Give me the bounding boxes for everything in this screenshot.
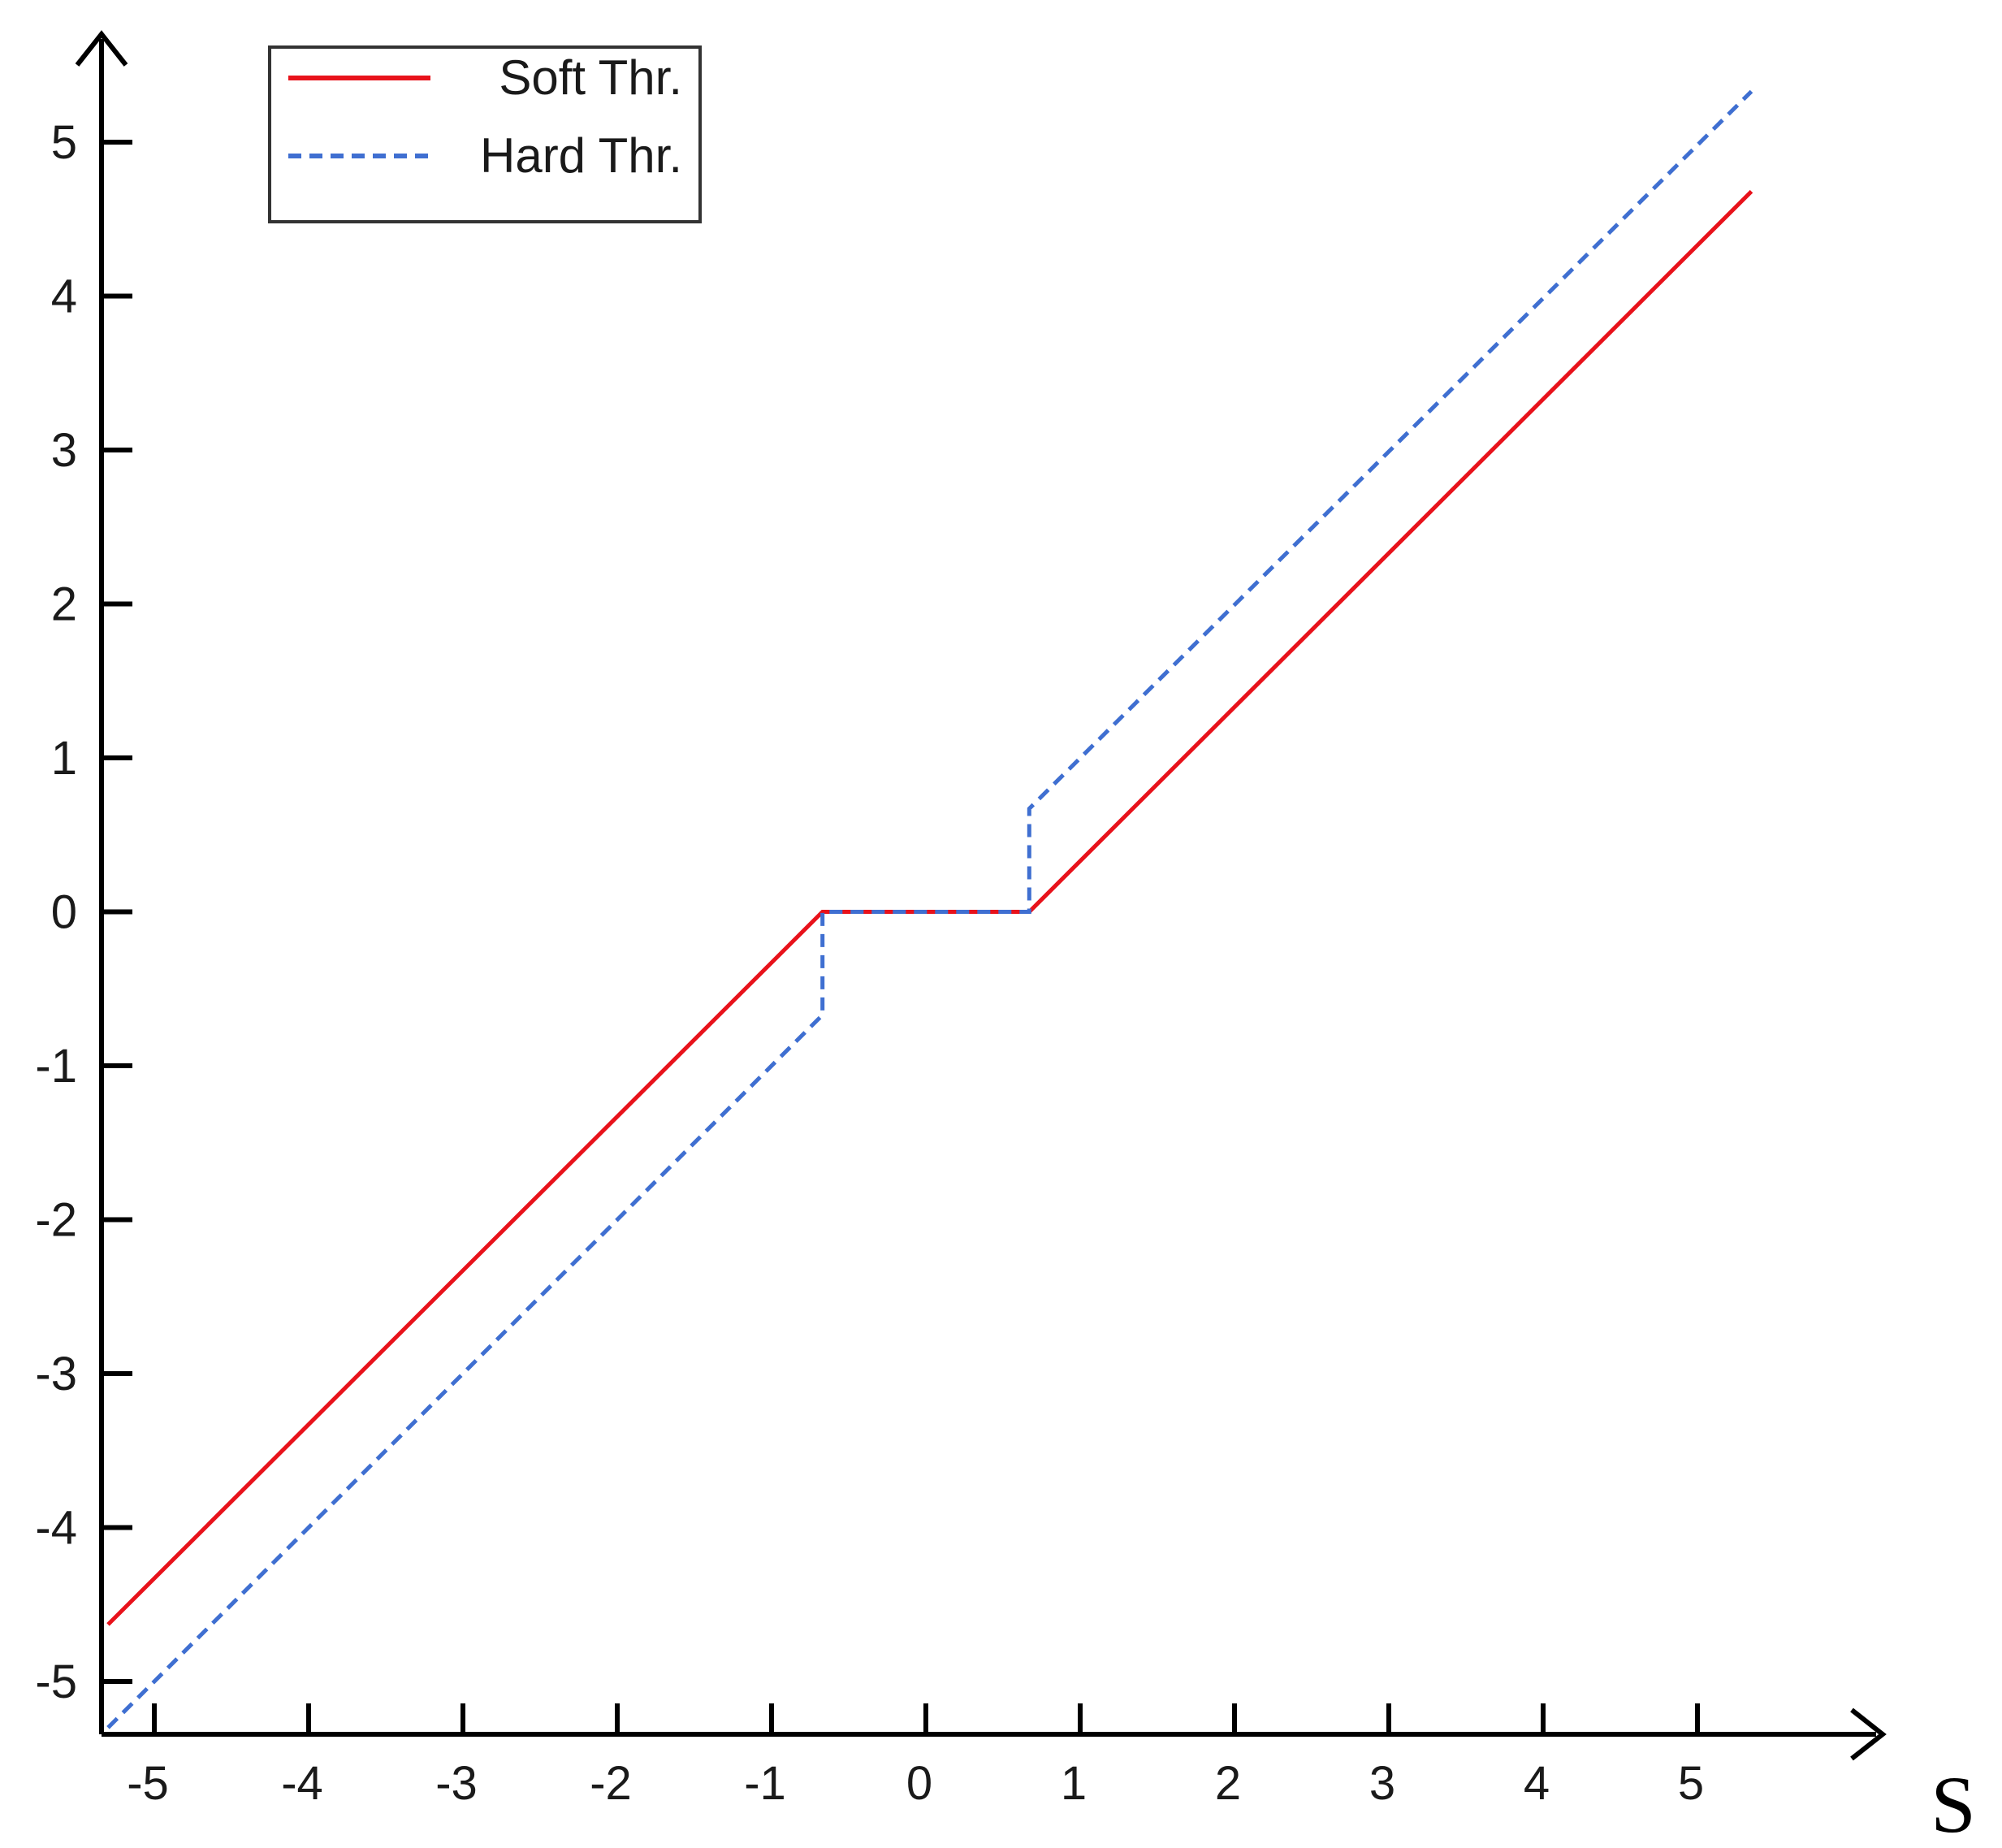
y-axis-arrow xyxy=(75,30,128,67)
x-axis-label: S xyxy=(1931,1759,1976,1848)
legend: Soft Thr. Hard Thr. xyxy=(268,45,702,223)
x-tick-label: 4 xyxy=(1524,1757,1550,1810)
x-tick-label: -2 xyxy=(590,1757,632,1810)
soft-threshold-line xyxy=(106,189,1753,1626)
legend-label: Hard Thr. xyxy=(480,128,682,183)
x-tick-label: 2 xyxy=(1215,1757,1241,1810)
y-tick-label: 0 xyxy=(51,886,77,939)
x-tick-label: 3 xyxy=(1369,1757,1395,1810)
hard-threshold-line xyxy=(106,89,1753,1729)
y-tick-label: 3 xyxy=(51,424,77,477)
x-tick-label: -3 xyxy=(435,1757,478,1810)
ticks-layer: -5 -4 -3 -2 -1 0 1 2 3 4 5 -5 -4 -3 -2 -1 0 1 2 3 4 5 xyxy=(35,116,1704,1810)
x-tick-label: 0 xyxy=(906,1757,932,1810)
series-layer xyxy=(106,89,1753,1729)
y-tick-label: -4 xyxy=(35,1502,77,1555)
x-tick-label: -1 xyxy=(744,1757,786,1810)
x-tick-label: 1 xyxy=(1061,1757,1087,1810)
x-tick-label: 5 xyxy=(1678,1757,1704,1810)
y-tick-label: -5 xyxy=(35,1655,77,1708)
axes-layer xyxy=(75,30,1887,1761)
y-tick-label: 1 xyxy=(51,732,77,785)
y-tick-label: -3 xyxy=(35,1348,77,1400)
y-tick-label: -2 xyxy=(35,1194,77,1247)
x-axis-arrow xyxy=(1850,1707,1887,1761)
legend-label: Soft Thr. xyxy=(499,50,682,105)
y-tick-label: 2 xyxy=(51,578,77,631)
y-tick-label: 4 xyxy=(51,270,77,323)
x-tick-label: -4 xyxy=(281,1757,323,1810)
x-tick-label: -5 xyxy=(127,1757,169,1810)
y-tick-label: 5 xyxy=(51,116,77,169)
y-tick-label: -1 xyxy=(35,1040,77,1093)
